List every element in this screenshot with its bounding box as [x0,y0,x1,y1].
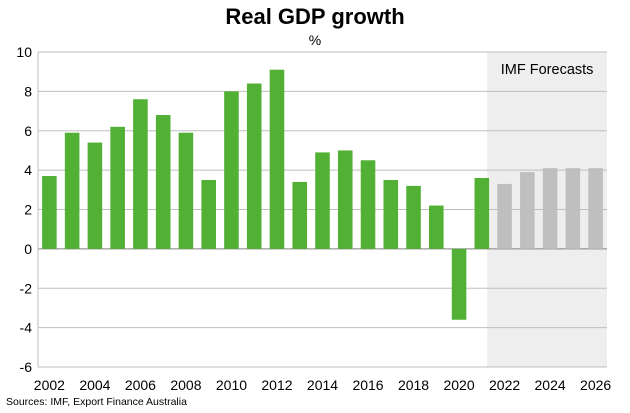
forecast-bar [588,168,603,249]
bar [292,181,308,249]
y-tick-label: 10 [16,44,32,60]
x-tick-labels: 2002 2004 2006 2008 2010 2012 2014 2016 2018 2020… [34,377,612,393]
forecast-bar [520,172,535,249]
bar [87,142,103,249]
bar [383,179,399,249]
bar [110,126,125,249]
bar [406,185,421,249]
x-tick-label: 2020 [443,377,474,393]
bar [269,69,285,249]
bar [360,160,376,249]
y-tick-label: 4 [24,162,32,178]
source-note: Sources: IMF, Export Finance Australia [6,396,187,408]
y-tick-label: -4 [20,320,33,336]
bar [133,99,148,249]
y-tick-label: 6 [24,123,32,139]
bar [474,178,490,249]
x-tick-label: 2014 [307,377,338,393]
bar [178,132,194,249]
x-tick-label: 2004 [79,377,110,393]
x-tick-label: 2026 [580,377,611,393]
bar [42,176,57,249]
y-tick-labels: -6 -4 -2 0 2 4 6 8 10 [16,44,32,375]
bar [64,132,80,249]
y-tick-label: -6 [20,359,33,375]
bar [429,205,444,249]
y-unit-label: % [308,32,322,48]
bar [224,91,239,249]
bar [155,115,171,249]
x-tick-label: 2018 [398,377,429,393]
y-tick-label: -2 [20,280,33,296]
x-tick-label: 2022 [489,377,520,393]
bar [337,150,353,249]
chart-title: Real GDP growth [225,4,405,29]
y-tick-label: 0 [24,241,32,257]
x-tick-label: 2012 [261,377,292,393]
bar [315,152,330,249]
x-tick-label: 2002 [34,377,65,393]
forecast-bar [542,168,558,249]
x-tick-label: 2010 [216,377,247,393]
x-tick-label: 2008 [170,377,201,393]
bars [42,69,603,320]
bar [201,179,216,249]
forecast-bar [497,183,512,249]
forecast-label: IMF Forecasts [501,62,594,78]
forecast-bar [565,168,581,249]
bar [246,83,262,249]
x-tick-label: 2024 [535,377,566,393]
y-tick-label: 2 [24,202,32,218]
x-tick-label: 2016 [352,377,383,393]
bar [451,248,467,320]
y-tick-label: 8 [24,83,32,99]
x-tick-label: 2006 [125,377,156,393]
